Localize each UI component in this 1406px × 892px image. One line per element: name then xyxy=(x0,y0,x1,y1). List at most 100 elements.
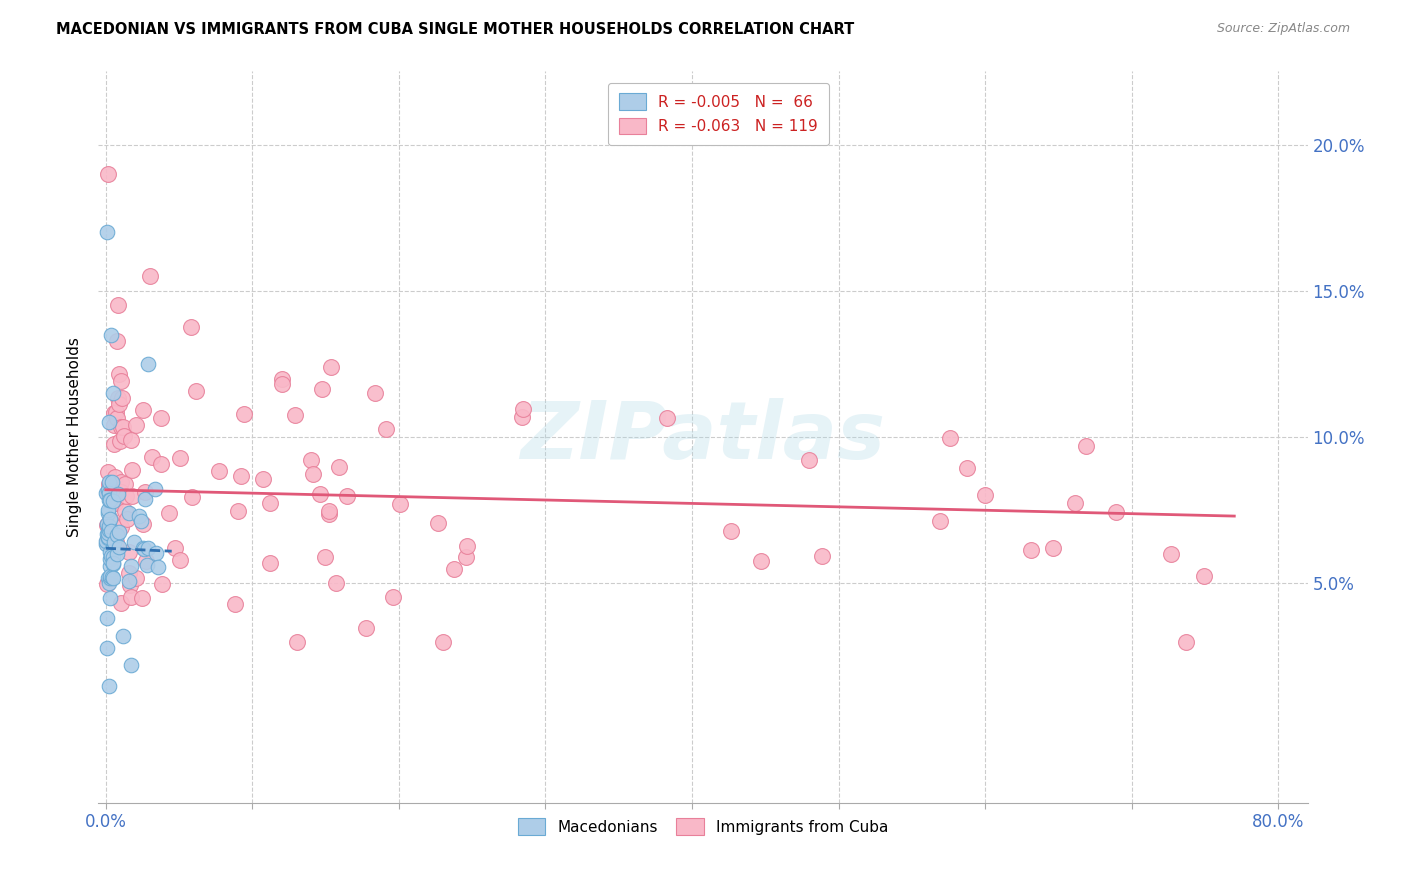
Point xyxy=(97,483,120,497)
Point xyxy=(364,385,387,400)
Point xyxy=(97,475,120,490)
Point xyxy=(98,559,121,574)
Point xyxy=(131,517,153,532)
Point xyxy=(98,571,121,585)
Point xyxy=(97,531,120,545)
Point xyxy=(145,546,167,560)
Point xyxy=(97,167,120,181)
Point xyxy=(125,570,148,584)
Point xyxy=(98,511,121,525)
Point xyxy=(96,516,118,531)
Point xyxy=(97,571,120,585)
Point xyxy=(107,487,129,501)
Point xyxy=(97,526,120,541)
Point xyxy=(105,528,128,542)
Point xyxy=(98,416,121,430)
Point xyxy=(1160,547,1182,561)
Point xyxy=(1042,541,1064,556)
Point xyxy=(145,482,167,496)
Point xyxy=(101,557,124,571)
Point xyxy=(224,598,246,612)
Point xyxy=(375,421,398,435)
Point xyxy=(180,490,202,504)
Point xyxy=(388,497,411,511)
Point xyxy=(139,269,162,284)
Point xyxy=(271,376,294,391)
Point xyxy=(105,548,128,562)
Point xyxy=(259,496,281,510)
Point xyxy=(110,475,132,490)
Point xyxy=(101,491,124,505)
Point xyxy=(120,558,142,573)
Point xyxy=(100,327,122,342)
Point xyxy=(226,504,249,518)
Point xyxy=(97,503,120,517)
Point xyxy=(97,483,120,497)
Point xyxy=(100,569,122,583)
Point xyxy=(314,550,336,565)
Point xyxy=(432,635,454,649)
Point xyxy=(208,464,231,478)
Legend: Macedonians, Immigrants from Cuba: Macedonians, Immigrants from Cuba xyxy=(510,811,896,843)
Point xyxy=(103,493,125,508)
Point xyxy=(120,433,142,447)
Point xyxy=(131,591,153,605)
Point xyxy=(108,434,131,449)
Point xyxy=(104,405,127,419)
Point xyxy=(150,576,173,591)
Point xyxy=(110,485,132,500)
Point xyxy=(97,477,120,491)
Point xyxy=(229,469,252,483)
Point xyxy=(107,392,129,406)
Point xyxy=(186,384,208,399)
Point xyxy=(121,463,143,477)
Point xyxy=(103,535,125,549)
Text: Source: ZipAtlas.com: Source: ZipAtlas.com xyxy=(1216,22,1350,36)
Point xyxy=(111,420,134,434)
Point xyxy=(302,467,325,481)
Point xyxy=(110,420,132,434)
Point xyxy=(100,524,122,539)
Point xyxy=(157,506,180,520)
Y-axis label: Single Mother Households: Single Mother Households xyxy=(67,337,83,537)
Point xyxy=(104,534,127,549)
Point xyxy=(382,590,405,604)
Point xyxy=(103,495,125,509)
Point xyxy=(107,367,129,381)
Point xyxy=(1076,439,1098,453)
Point xyxy=(169,553,191,567)
Point xyxy=(284,408,307,422)
Point xyxy=(810,549,832,563)
Point xyxy=(96,535,118,549)
Point xyxy=(325,575,347,590)
Point xyxy=(107,298,129,312)
Point xyxy=(117,512,139,526)
Point xyxy=(120,658,142,673)
Point xyxy=(163,541,186,555)
Point xyxy=(136,541,159,555)
Point xyxy=(96,640,118,655)
Point xyxy=(928,514,950,528)
Point xyxy=(512,402,534,417)
Point xyxy=(98,486,121,500)
Point xyxy=(103,482,125,496)
Point xyxy=(96,611,118,625)
Point xyxy=(118,574,141,588)
Point xyxy=(114,504,136,518)
Point xyxy=(97,521,120,535)
Point xyxy=(98,575,121,590)
Point xyxy=(98,591,121,605)
Point xyxy=(110,374,132,388)
Point xyxy=(125,418,148,433)
Point xyxy=(146,560,169,574)
Point xyxy=(1064,495,1087,509)
Point xyxy=(110,596,132,610)
Point xyxy=(118,506,141,520)
Point xyxy=(1192,569,1215,583)
Point xyxy=(114,476,136,491)
Point xyxy=(318,504,340,518)
Point xyxy=(150,458,173,472)
Point xyxy=(311,382,333,396)
Point xyxy=(134,484,156,499)
Point xyxy=(655,410,678,425)
